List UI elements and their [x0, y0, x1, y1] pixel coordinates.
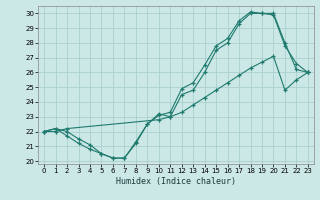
X-axis label: Humidex (Indice chaleur): Humidex (Indice chaleur) — [116, 177, 236, 186]
